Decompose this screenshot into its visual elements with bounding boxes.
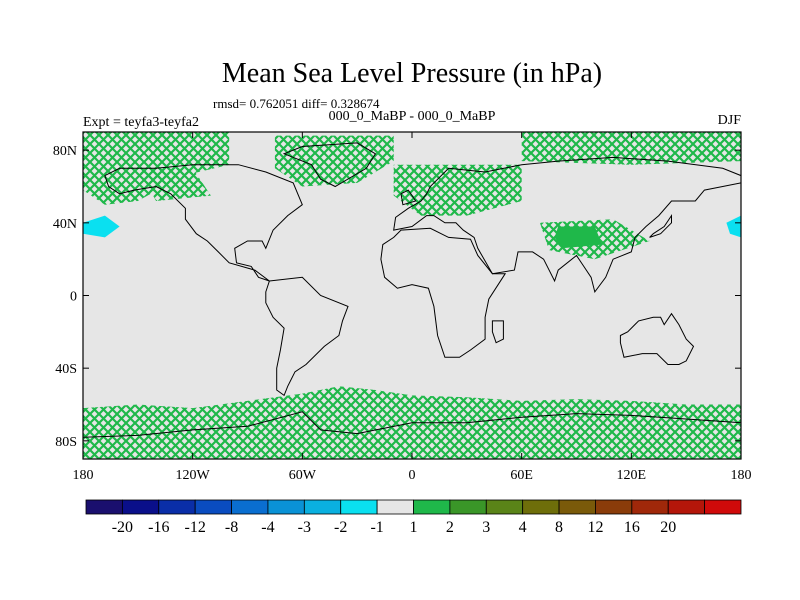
- coast-north-america: [104, 164, 303, 282]
- colorbar-box-3: [194, 499, 232, 515]
- colorbar-label: 1: [410, 519, 418, 536]
- y-axis: 80N 40N 0 40S 80S: [53, 144, 741, 450]
- colorbar-box-10: [449, 499, 487, 515]
- y-tick-label: 80N: [53, 144, 77, 159]
- colorbar-label: 12: [587, 519, 603, 536]
- stats-label: rmsd= 0.762051 diff= 0.328674: [213, 96, 380, 111]
- coast-greenland: [282, 142, 377, 188]
- colorbar-box-15: [631, 499, 669, 515]
- left-label: Expt = teyfa3-teyfa2: [83, 115, 199, 130]
- y-tick-label: 80S: [55, 435, 77, 450]
- colorbar-box-6: [303, 499, 342, 515]
- x-tick-label: 60W: [289, 468, 317, 483]
- coast-australia: [619, 312, 695, 365]
- colorbar-label: 3: [482, 519, 490, 536]
- colorbar-label: 20: [660, 519, 676, 536]
- x-tick-label: 60E: [510, 468, 533, 483]
- coast-japan: [649, 213, 672, 238]
- coast-africa: [380, 227, 507, 358]
- colorbar-label: -3: [298, 519, 311, 536]
- fill-layer: [83, 215, 741, 249]
- colorbar-box-8: [376, 499, 414, 515]
- chart-title: Mean Sea Level Pressure (in hPa): [222, 58, 602, 89]
- coast-madagascar: [491, 320, 504, 344]
- colorbar-box-4: [231, 499, 269, 515]
- colorbar-box-17: [704, 499, 742, 515]
- colorbar-box-16: [667, 499, 706, 515]
- colorbar-label: 8: [555, 519, 563, 536]
- coast-antarctica: [83, 411, 741, 459]
- hatch-arctic-east: [521, 132, 741, 165]
- colorbar-box-11: [485, 499, 524, 515]
- y-tick-label: 0: [70, 290, 77, 305]
- colorbar-label: -12: [185, 519, 206, 536]
- colorbar: -20 -16 -12 -8 -4 -3 -2 -1 1 2 3 4 8 12 16 20: [85, 499, 742, 536]
- hatch-europe-west-russia: [393, 164, 522, 216]
- colorbar-label: 16: [624, 519, 640, 536]
- colorbar-box-7: [340, 499, 378, 515]
- coastline-layer: [83, 142, 741, 459]
- colorbar-box-9: [413, 499, 451, 515]
- hatch-layer: [83, 132, 741, 459]
- y-tick-label: 40N: [53, 217, 77, 232]
- colorbar-box-14: [595, 499, 633, 515]
- x-tick-label: 180: [731, 468, 752, 483]
- coast-south-america: [265, 276, 349, 397]
- colorbar-label: -8: [225, 519, 238, 536]
- hatch-north-america-patch: [137, 168, 211, 201]
- colorbar-box-2: [158, 499, 196, 515]
- chart-subtitle: 000_0_MaBP - 000_0_MaBP: [329, 109, 496, 124]
- fill-pacific-negative-west: [83, 215, 120, 238]
- x-axis: 180 120W 60W 0 60E 120E 180: [73, 132, 752, 483]
- coast-uk: [400, 189, 417, 206]
- colorbar-label: -20: [112, 519, 133, 536]
- colorbar-label: -4: [261, 519, 274, 536]
- colorbar-label: 4: [519, 519, 527, 536]
- x-tick-label: 120E: [617, 468, 647, 483]
- x-tick-label: 180: [73, 468, 94, 483]
- map-area: [83, 132, 741, 459]
- hatch-greenland-north-atlantic: [274, 135, 394, 187]
- right-label: DJF: [718, 113, 742, 128]
- colorbar-label: -16: [148, 519, 169, 536]
- y-tick-label: 40S: [55, 362, 77, 377]
- x-tick-label: 120W: [176, 468, 211, 483]
- fill-pacific-negative-east: [726, 215, 741, 238]
- coast-eurasia: [393, 156, 741, 294]
- colorbar-label: -2: [334, 519, 347, 536]
- fill-tibet-green: [554, 226, 603, 249]
- colorbar-box-0: [85, 499, 123, 515]
- colorbar-box-12: [522, 499, 560, 515]
- colorbar-label: 2: [446, 519, 454, 536]
- colorbar-label: -1: [370, 519, 383, 536]
- colorbar-box-5: [267, 499, 305, 515]
- x-tick-label: 0: [409, 468, 416, 483]
- colorbar-box-13: [558, 499, 596, 515]
- colorbar-box-1: [121, 499, 160, 515]
